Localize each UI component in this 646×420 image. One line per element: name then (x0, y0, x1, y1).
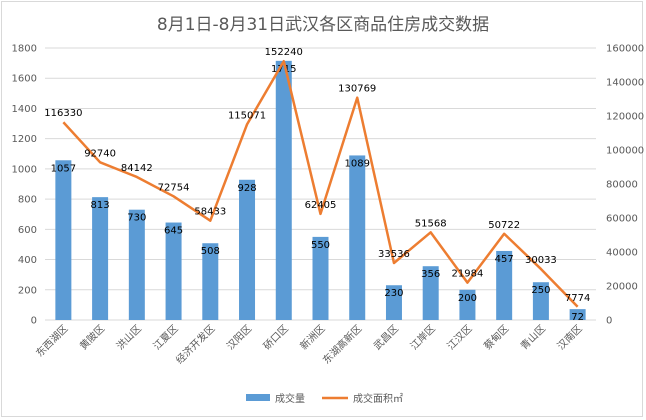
bar (422, 266, 439, 320)
left-tick-label: 0 (31, 316, 37, 327)
bar-data-label: 813 (91, 200, 110, 211)
bar-data-labels: 1057 813 730 645 508 928 1715 550 1089 230 356 200 4… (51, 64, 584, 323)
line-data-label: 72754 (158, 182, 190, 193)
category-label: 经济开发区 (173, 322, 218, 367)
line-data-label: 58433 (194, 207, 226, 218)
bar-data-label: 550 (311, 240, 330, 251)
line-data-label: 7774 (565, 293, 590, 304)
right-tick-label: 0 (606, 316, 612, 327)
category-label: 江汉区 (445, 323, 475, 353)
right-tick-label: 100000 (606, 146, 644, 157)
right-tick-label: 160000 (606, 44, 644, 55)
line-data-labels: 116330 92740 84142 72754 58433 115071 152240 62… (44, 47, 590, 304)
line-data-label: 115071 (228, 110, 266, 121)
bar-data-label: 1715 (271, 64, 296, 75)
line-data-label: 33536 (378, 249, 410, 260)
right-tick-label: 140000 (606, 78, 644, 89)
bar (239, 179, 256, 320)
line-data-label: 51568 (415, 218, 447, 229)
line-data-label: 21984 (452, 269, 484, 280)
category-label: 武昌区 (371, 322, 401, 352)
line-data-label: 92740 (84, 148, 116, 159)
bar (92, 197, 109, 320)
line-path (62, 59, 579, 308)
left-tick-label: 1000 (12, 164, 37, 175)
left-tick-label: 1200 (12, 134, 37, 145)
line-data-label: 62405 (305, 200, 337, 211)
bar-data-label: 1089 (345, 158, 370, 169)
right-tick-label: 60000 (606, 214, 638, 225)
category-label: 东西湖区 (33, 322, 70, 359)
bar (55, 160, 72, 320)
right-tick-label: 120000 (606, 112, 644, 123)
left-tick-label: 1400 (12, 104, 37, 115)
line-data-label: 50722 (488, 220, 520, 231)
bar (496, 250, 513, 320)
line-data-label: 130769 (338, 84, 376, 95)
left-axis: 0 200 400 600 800 1000 1200 1400 1600 1800 (12, 44, 37, 327)
left-tick-label: 600 (18, 225, 37, 236)
category-label: 东湖高新区 (320, 322, 365, 367)
bar-data-label: 1057 (51, 163, 76, 174)
category-label: 新洲区 (297, 322, 327, 352)
line-data-label: 30033 (525, 255, 557, 266)
legend-bar-label: 成交量 (275, 392, 305, 405)
category-label: 黄陂区 (77, 322, 107, 352)
bar-series (55, 60, 586, 320)
bar-data-label: 72 (571, 312, 584, 323)
bar (532, 282, 549, 320)
bar (459, 289, 476, 320)
legend-bar-swatch (246, 394, 270, 401)
bar (275, 60, 292, 320)
bar (128, 209, 145, 320)
bar (385, 285, 402, 320)
category-label: 硚口区 (261, 323, 291, 353)
left-tick-label: 400 (18, 255, 37, 266)
bar-data-label: 230 (384, 288, 403, 299)
bar-data-label: 645 (164, 226, 183, 237)
bar-data-label: 508 (201, 246, 220, 257)
bar (349, 155, 366, 320)
bar-data-label: 356 (421, 269, 440, 280)
line-series (62, 59, 579, 308)
category-label: 青山区 (518, 322, 548, 352)
bar-data-label: 200 (458, 293, 477, 304)
right-tick-label: 80000 (606, 180, 638, 191)
line-data-label: 84142 (121, 163, 153, 174)
left-tick-label: 1800 (12, 44, 37, 55)
bar-data-label: 457 (495, 254, 514, 265)
left-tick-label: 800 (18, 195, 37, 206)
bar-data-label: 250 (531, 285, 550, 296)
category-label: 蔡甸区 (481, 322, 511, 352)
bar (202, 243, 219, 320)
chart-title: 8月1日-8月31日武汉各区商品住房成交数据 (157, 15, 489, 35)
legend: 成交量 成交面积㎡ (246, 392, 403, 405)
right-tick-label: 40000 (606, 248, 638, 259)
category-label: 汉南区 (554, 322, 584, 352)
bar (569, 309, 586, 320)
left-tick-label: 200 (18, 285, 37, 296)
category-label: 洪山区 (114, 323, 144, 353)
category-label: 江夏区 (151, 323, 181, 353)
bar-data-label: 730 (127, 213, 146, 224)
legend-line-label: 成交面积㎡ (353, 392, 403, 405)
right-tick-label: 20000 (606, 282, 638, 293)
bar-data-label: 928 (237, 183, 256, 194)
bar (165, 222, 182, 320)
category-label: 江岸区 (408, 323, 438, 353)
line-data-label: 152240 (265, 47, 303, 58)
right-axis: 0 20000 40000 60000 80000 100000 120000 140000 1… (606, 44, 644, 327)
line-data-label: 116330 (44, 108, 82, 119)
category-label: 汉阳区 (224, 323, 254, 353)
bar (312, 236, 329, 320)
left-tick-label: 1600 (12, 74, 37, 85)
